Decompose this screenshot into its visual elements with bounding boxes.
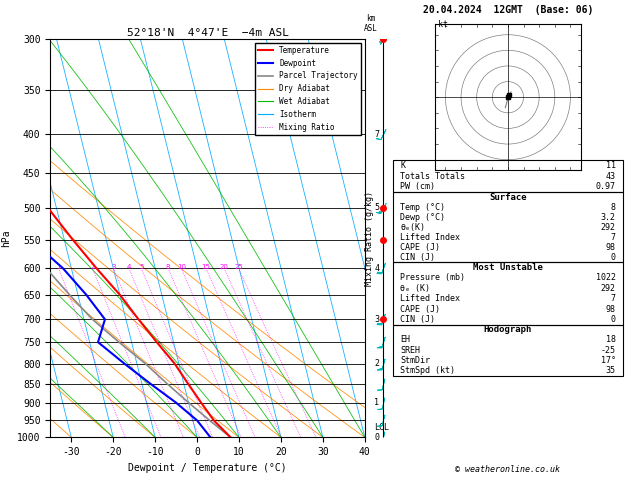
Text: Hodograph: Hodograph (484, 325, 532, 334)
Text: 5: 5 (139, 264, 143, 270)
Text: CIN (J): CIN (J) (400, 315, 435, 324)
Text: θₑ (K): θₑ (K) (400, 284, 430, 293)
Text: 10: 10 (177, 264, 186, 270)
Text: PW (cm): PW (cm) (400, 182, 435, 191)
Text: 1022: 1022 (596, 274, 616, 282)
Text: 5: 5 (374, 204, 379, 212)
Text: 43: 43 (606, 172, 616, 181)
Text: 8: 8 (166, 264, 170, 270)
Text: StmDir: StmDir (400, 356, 430, 365)
Text: K: K (400, 161, 405, 170)
Text: 15: 15 (202, 264, 211, 270)
Text: 2: 2 (91, 264, 95, 270)
Text: Totals Totals: Totals Totals (400, 172, 465, 181)
Text: 1: 1 (57, 264, 61, 270)
Text: 1: 1 (374, 398, 379, 407)
Text: θₑ(K): θₑ(K) (400, 223, 425, 232)
Text: Lifted Index: Lifted Index (400, 294, 460, 303)
Text: 292: 292 (601, 284, 616, 293)
Text: 4: 4 (127, 264, 131, 270)
Text: 0: 0 (611, 315, 616, 324)
Text: 35: 35 (606, 366, 616, 375)
Text: 4: 4 (374, 264, 379, 273)
Text: 0.97: 0.97 (596, 182, 616, 191)
Text: StmSpd (kt): StmSpd (kt) (400, 366, 455, 375)
Text: 3: 3 (111, 264, 116, 270)
Text: kt: kt (438, 20, 448, 29)
Text: Most Unstable: Most Unstable (473, 263, 543, 272)
Text: Mixing Ratio (g/kg): Mixing Ratio (g/kg) (365, 191, 374, 286)
Text: Lifted Index: Lifted Index (400, 233, 460, 242)
Text: 3.2: 3.2 (601, 213, 616, 222)
Text: km
ASL: km ASL (364, 14, 378, 34)
Legend: Temperature, Dewpoint, Parcel Trajectory, Dry Adiabat, Wet Adiabat, Isotherm, Mi: Temperature, Dewpoint, Parcel Trajectory… (255, 43, 361, 135)
Title: 52°18'N  4°47'E  −4m ASL: 52°18'N 4°47'E −4m ASL (126, 28, 289, 38)
Text: Pressure (mb): Pressure (mb) (400, 274, 465, 282)
Text: CAPE (J): CAPE (J) (400, 243, 440, 252)
Text: 3: 3 (374, 315, 379, 324)
Text: 17°: 17° (601, 356, 616, 365)
Text: EH: EH (400, 335, 410, 345)
Text: 7: 7 (374, 130, 379, 139)
Text: 7: 7 (611, 294, 616, 303)
Y-axis label: hPa: hPa (1, 229, 11, 247)
Text: CAPE (J): CAPE (J) (400, 305, 440, 313)
X-axis label: Dewpoint / Temperature (°C): Dewpoint / Temperature (°C) (128, 463, 287, 473)
Text: Surface: Surface (489, 192, 526, 202)
Text: 2: 2 (374, 359, 379, 368)
Text: 98: 98 (606, 243, 616, 252)
Text: 98: 98 (606, 305, 616, 313)
Text: SREH: SREH (400, 346, 420, 355)
Text: 8: 8 (611, 203, 616, 211)
Text: Temp (°C): Temp (°C) (400, 203, 445, 211)
Text: CIN (J): CIN (J) (400, 253, 435, 262)
Text: -25: -25 (601, 346, 616, 355)
Text: 11: 11 (606, 161, 616, 170)
Text: 25: 25 (234, 264, 243, 270)
Text: LCL: LCL (374, 423, 389, 432)
Text: 0: 0 (611, 253, 616, 262)
Text: 18: 18 (606, 335, 616, 345)
Text: 20.04.2024  12GMT  (Base: 06): 20.04.2024 12GMT (Base: 06) (423, 5, 593, 15)
Text: 20: 20 (220, 264, 228, 270)
Text: 0: 0 (374, 433, 379, 442)
Text: 7: 7 (611, 233, 616, 242)
Text: Dewp (°C): Dewp (°C) (400, 213, 445, 222)
Text: © weatheronline.co.uk: © weatheronline.co.uk (455, 465, 560, 474)
Text: 292: 292 (601, 223, 616, 232)
